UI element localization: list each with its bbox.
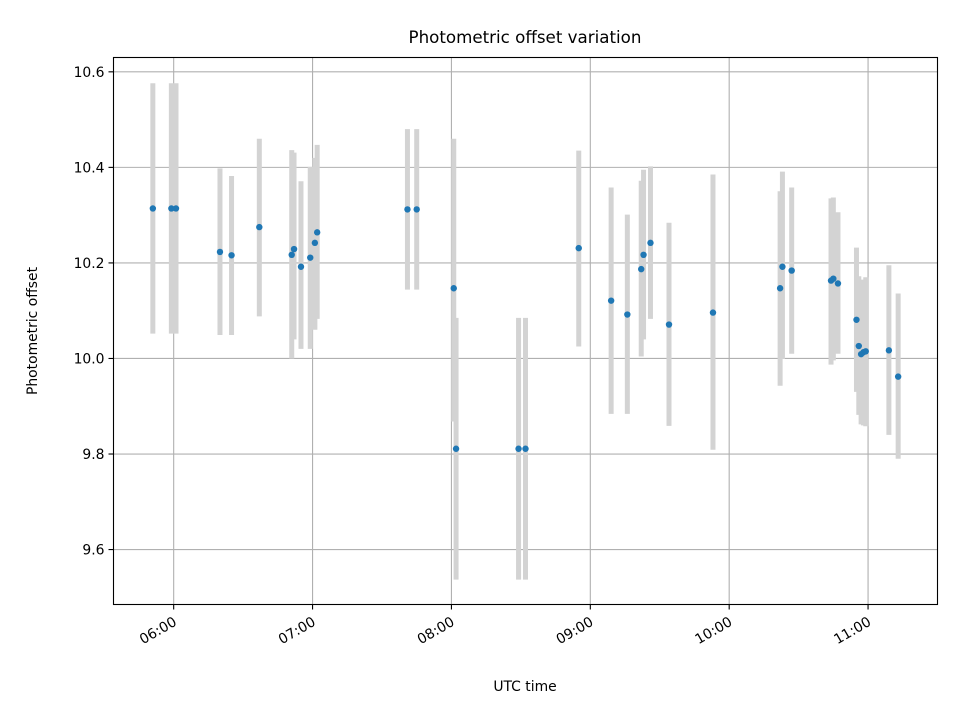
- y-axis-ticks: 9.6 9.8 10.0 10.2 10.4 10.6: [74, 65, 114, 559]
- x-axis-label: UTC time: [493, 679, 556, 695]
- data-point: [216, 248, 224, 256]
- data-point: [647, 239, 654, 247]
- data-point: [313, 229, 321, 236]
- data-point: [885, 347, 893, 354]
- data-point: [228, 252, 235, 259]
- data-point: [450, 285, 457, 292]
- data-point: [709, 309, 717, 316]
- y-tick-label: 10.4: [74, 160, 105, 176]
- data-point: [853, 316, 860, 323]
- data-point: [452, 445, 460, 452]
- y-tick-label: 9.6: [82, 543, 104, 559]
- data-point: [297, 263, 305, 270]
- chart-title: Photometric offset variation: [409, 27, 642, 47]
- data-point: [638, 265, 645, 273]
- data-point: [256, 223, 263, 231]
- data-point: [776, 285, 784, 292]
- data-point: [288, 251, 295, 259]
- data-point: [404, 206, 411, 213]
- data-point: [522, 445, 529, 452]
- data-point: [149, 205, 157, 212]
- data-points: [149, 205, 902, 452]
- plot-frame: [112, 56, 939, 606]
- data-point: [172, 205, 180, 212]
- data-point: [515, 445, 522, 452]
- data-point: [855, 342, 863, 350]
- data-point: [862, 348, 869, 355]
- data-point: [894, 373, 902, 380]
- data-point: [779, 263, 786, 270]
- y-tick-label: 9.8: [82, 447, 104, 463]
- data-point: [624, 311, 631, 318]
- y-tick-label: 10.0: [74, 351, 105, 367]
- data-point: [290, 245, 298, 253]
- data-point: [607, 297, 615, 304]
- data-point: [830, 275, 837, 282]
- data-point: [168, 205, 175, 212]
- data-point: [413, 206, 420, 213]
- data-point: [311, 239, 319, 247]
- data-point: [665, 321, 673, 328]
- y-tick-label: 10.6: [74, 65, 105, 81]
- data-point: [834, 280, 842, 287]
- y-axis-label: Photometric offset: [25, 266, 41, 395]
- data-point: [575, 244, 582, 252]
- data-point: [640, 251, 647, 259]
- data-point: [788, 267, 795, 274]
- data-point: [307, 254, 314, 261]
- y-tick-label: 10.2: [74, 256, 105, 272]
